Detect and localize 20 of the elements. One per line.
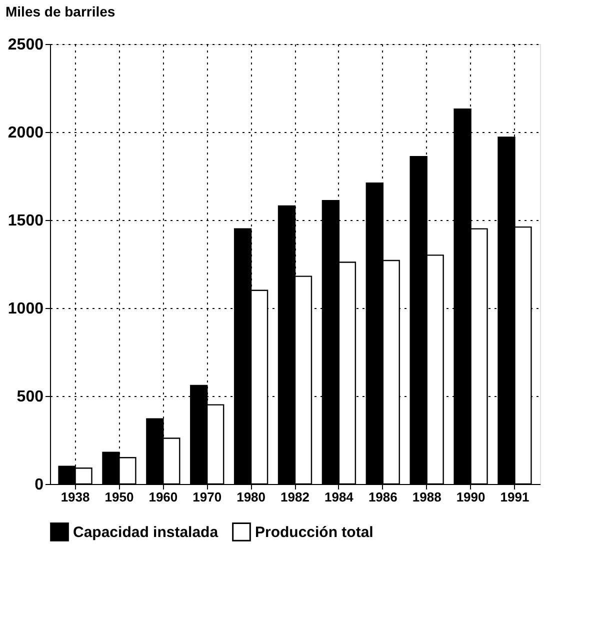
x-tick-label: 1970	[192, 490, 222, 504]
x-tick-label: 1990	[456, 490, 486, 504]
y-tick-label: 1500	[8, 212, 44, 230]
x-tick-label: 1984	[324, 490, 354, 504]
x-tick-label: 1986	[368, 490, 398, 504]
x-tick-label: 1950	[104, 490, 134, 504]
x-tick-label: 1980	[236, 490, 266, 504]
x-tick-label: 1988	[412, 490, 442, 504]
x-tick-label: 1938	[60, 490, 90, 504]
y-tick-label: 2000	[8, 124, 44, 142]
x-tick-label: 1960	[148, 490, 178, 504]
y-tick-label: 1000	[8, 300, 44, 318]
y-tick-label: 500	[16, 388, 44, 406]
y-tick-label: 0	[34, 476, 44, 494]
y-axis-title: Miles de barriles	[6, 4, 116, 20]
x-tick-label: 1982	[280, 490, 310, 504]
y-tick-label: 2500	[8, 36, 44, 54]
legend-label: Capacidad instalada	[73, 524, 219, 541]
x-tick-label: 1991	[500, 490, 530, 504]
legend-label: Producción total	[255, 524, 374, 541]
